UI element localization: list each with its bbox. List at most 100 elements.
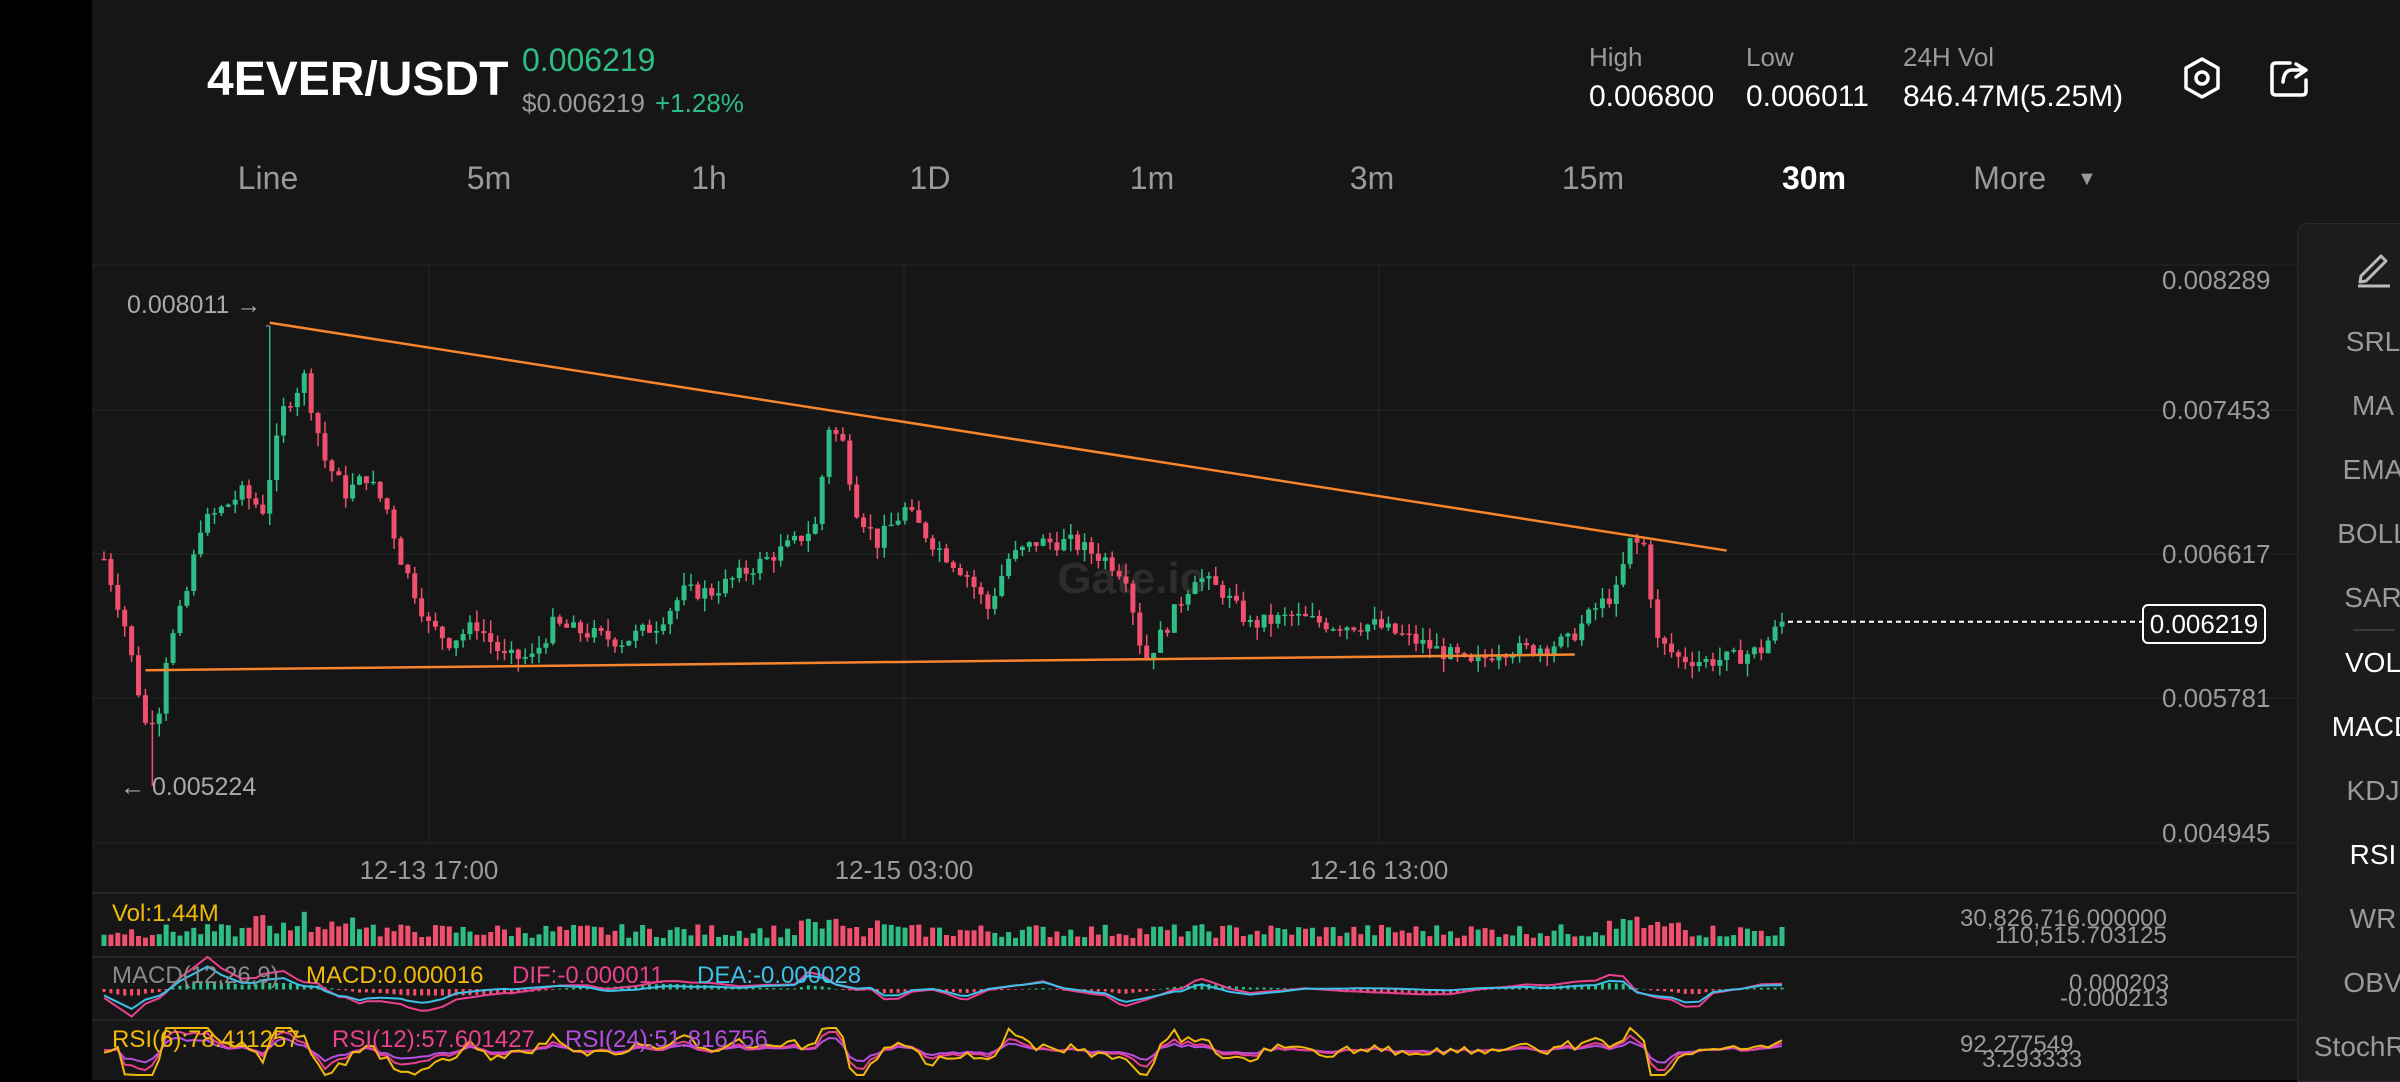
macd-hist-bar: [344, 989, 348, 991]
tab-line[interactable]: Line: [237, 160, 299, 196]
candle-body: [1427, 639, 1433, 649]
tab-1m[interactable]: 1m: [1129, 160, 1175, 196]
macd-hist-bar: [848, 989, 852, 991]
price-chart[interactable]: Gate.io: [92, 0, 2400, 1080]
volume-bar: [1082, 937, 1088, 946]
indicator-srl[interactable]: SRL: [2345, 326, 2400, 357]
volume-bar: [1337, 936, 1343, 946]
indicator-sar[interactable]: SAR: [2344, 582, 2400, 613]
candle-body: [1309, 615, 1315, 618]
macd-hist-bar: [1248, 987, 1252, 990]
candles-group: [101, 325, 2142, 786]
volume-bar: [508, 936, 514, 946]
rsi6-value: RSI(6):78.411257: [112, 1026, 300, 1053]
tab-1d[interactable]: 1D: [909, 160, 951, 196]
volume-bar: [1758, 930, 1764, 946]
candle-body: [1724, 651, 1730, 660]
indicator-rsi[interactable]: RSI: [2349, 839, 2397, 870]
tab-1h[interactable]: 1h: [691, 160, 727, 196]
candle-body: [923, 522, 929, 539]
volume-bar: [888, 924, 894, 946]
candle-body: [1337, 629, 1343, 631]
indicator-macd[interactable]: MACD: [2331, 711, 2400, 742]
volume-bar: [267, 925, 273, 946]
indicator-obv[interactable]: OBV: [2343, 967, 2400, 998]
volume-bar: [1468, 926, 1474, 946]
candle-body: [564, 623, 570, 628]
tab-more[interactable]: More ▼: [1973, 160, 2097, 197]
volume-bar: [1289, 934, 1295, 946]
settings-hex-icon[interactable]: [2180, 56, 2224, 100]
candle-body: [964, 575, 970, 577]
volume-bar: [460, 926, 466, 946]
macd-hist-bar: [268, 983, 272, 990]
indicator-ma[interactable]: MA: [2352, 390, 2394, 421]
candle-body: [957, 567, 963, 576]
tab-5m[interactable]: 5m: [466, 160, 512, 196]
macd-hist-bar: [433, 989, 437, 996]
macd-hist-bar: [834, 988, 838, 990]
candle-body: [1116, 571, 1122, 577]
macd-panel-min: -0.000213: [2060, 985, 2169, 1012]
volume-bar: [391, 931, 397, 946]
macd-hist-bar: [357, 989, 361, 993]
volume-bar: [1648, 925, 1654, 946]
volume-bar: [350, 917, 356, 946]
indicator-boll[interactable]: BOLL: [2337, 518, 2400, 549]
candle-body: [1731, 650, 1737, 652]
macd-hist-bar: [1635, 988, 1639, 990]
macd-hist-bar: [1580, 984, 1584, 990]
candle-body: [1199, 578, 1205, 583]
candle-body: [577, 622, 583, 634]
candle-body: [1710, 659, 1716, 666]
volume-bar: [108, 934, 114, 946]
candle-body: [239, 485, 245, 500]
tab-3m[interactable]: 3m: [1349, 160, 1395, 196]
macd-hist-bar: [302, 984, 306, 990]
candle-body: [529, 653, 535, 657]
volume-bar: [1351, 926, 1357, 946]
y-label-4: 0.005781: [2162, 683, 2271, 713]
candle-body: [1385, 623, 1391, 628]
volume-bar: [260, 915, 266, 946]
candle-body: [1109, 557, 1115, 572]
macd-hist-bar: [420, 989, 424, 996]
candle-body: [584, 633, 590, 638]
macd-hist-bar: [1200, 983, 1204, 990]
share-icon[interactable]: [2268, 58, 2310, 100]
volume-bar: [481, 934, 487, 946]
indicator-vol[interactable]: VOL: [2344, 647, 2400, 678]
candle-body: [1268, 614, 1274, 624]
macd-hist-bar: [578, 987, 582, 990]
volume-bar: [1068, 929, 1074, 946]
volume-bar: [1199, 924, 1205, 946]
candle-body: [1565, 633, 1571, 637]
indicator-stochrsi[interactable]: StochRSI: [2313, 1031, 2400, 1062]
indicator-ema[interactable]: EMA: [2342, 454, 2400, 485]
macd-hist-bar: [1573, 984, 1577, 990]
pencil-icon[interactable]: [2353, 246, 2395, 288]
candle-body: [1019, 546, 1025, 551]
volume-bar: [1503, 934, 1509, 946]
volume-bar: [1606, 920, 1612, 946]
macd-lines-group: [102, 955, 1784, 1018]
indicator-kdj[interactable]: KDJ: [2346, 775, 2400, 806]
macd-hist-bar: [123, 989, 127, 996]
candle-body: [495, 642, 501, 651]
volume-bar: [543, 925, 549, 946]
macd-hist-bar: [1400, 989, 1404, 995]
macd-hist-bar: [226, 983, 230, 990]
volume-bar: [343, 923, 349, 946]
candle-body: [688, 584, 694, 586]
volume-bar: [1641, 928, 1647, 946]
tab-15m[interactable]: 15m: [1561, 160, 1625, 196]
macd-hist-bar: [143, 989, 147, 994]
indicator-wr[interactable]: WR: [2349, 903, 2397, 934]
macd-hist-bar: [1276, 987, 1280, 990]
tab-30m[interactable]: 30m: [1781, 160, 1847, 196]
macd-hist-bar: [1711, 989, 1715, 991]
volume-bar: [1130, 937, 1136, 946]
volume-bar: [281, 922, 287, 946]
volume-bar: [1033, 925, 1039, 946]
candle-body: [1475, 656, 1481, 662]
